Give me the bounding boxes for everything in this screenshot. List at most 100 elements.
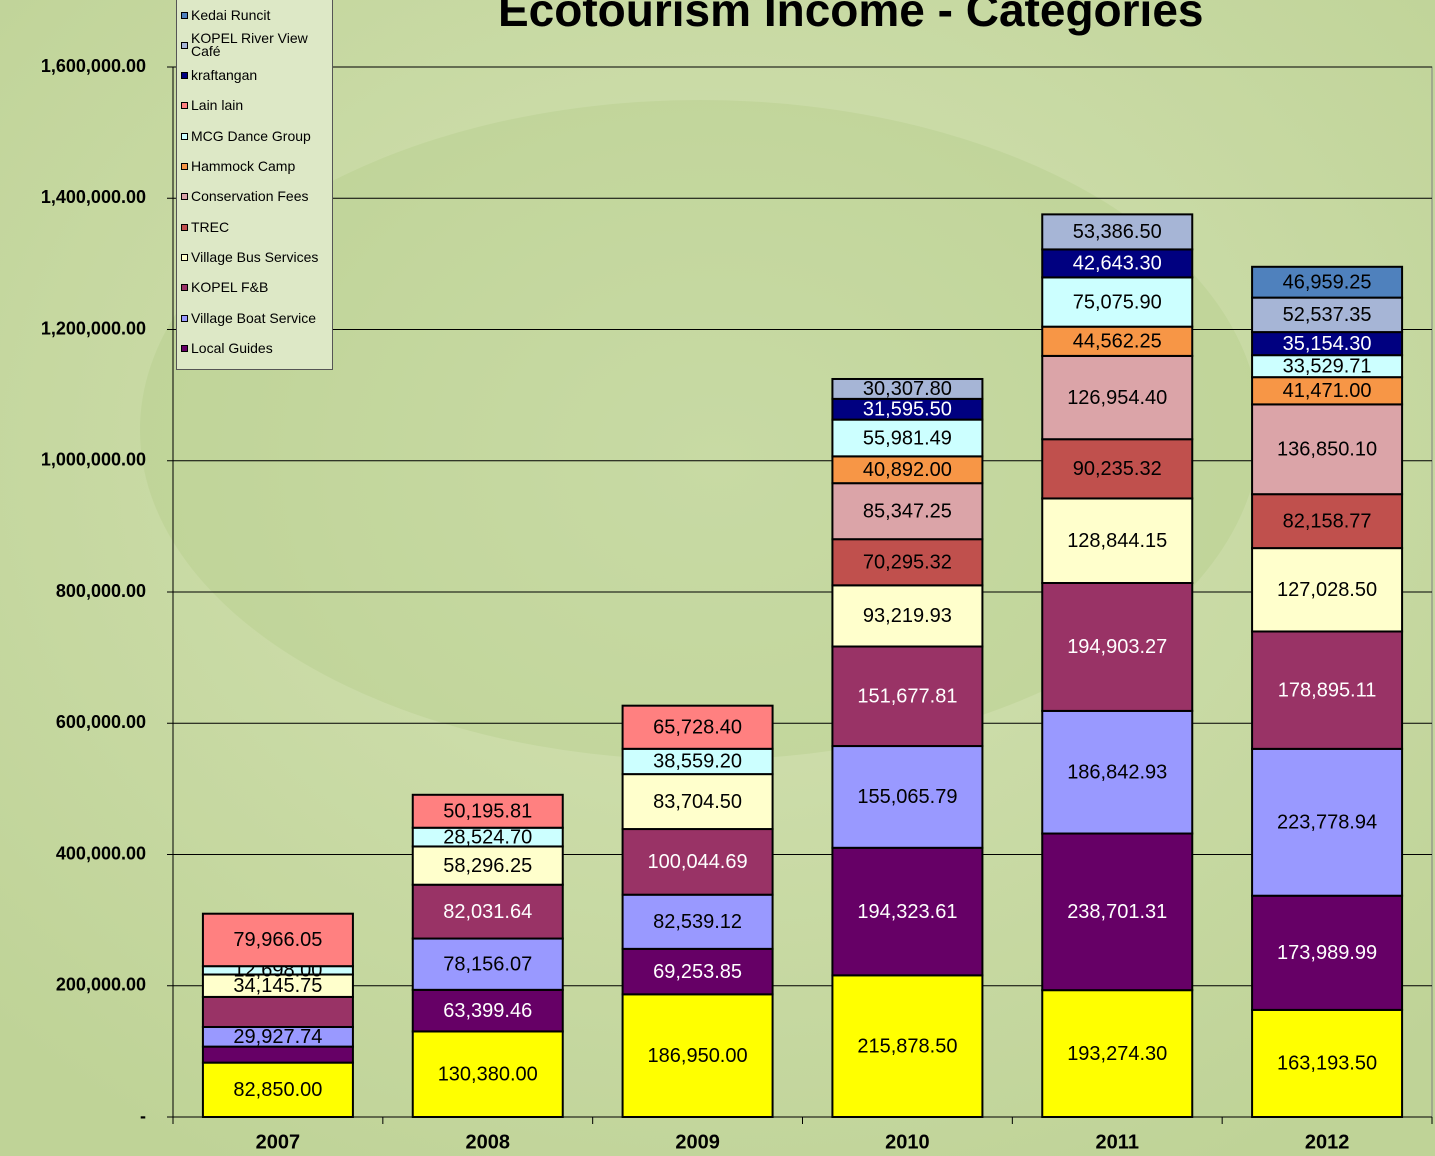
bar-segment [411, 1030, 564, 1118]
y-tick-label: 800,000.00 [56, 581, 146, 601]
legend-swatch [181, 163, 188, 170]
data-label: 151,677.81 [857, 686, 957, 708]
legend-label: TREC [191, 218, 230, 235]
y-tick-label: 1,200,000.00 [41, 318, 146, 338]
legend-entry: KOPEL River View Café [181, 30, 331, 60]
legend-entry: Village Boat Service [181, 303, 331, 333]
data-label: 41,471.00 [1283, 380, 1372, 402]
legend-label: KOPEL River View Café [191, 30, 308, 60]
legend-entry: Kedai Runcit [181, 0, 331, 30]
bar-segment [621, 704, 774, 750]
legend-entry: Lain lain [181, 91, 331, 121]
data-label: 38,559.20 [653, 751, 742, 773]
x-tick-label: 2010 [885, 1131, 930, 1153]
bar-segment [1041, 325, 1194, 357]
bars: 82,850.0029,927.7434,145.7512,698.0079,9… [201, 213, 1404, 1119]
bar-segment [411, 988, 564, 1033]
data-label: 193,274.30 [1067, 1043, 1167, 1065]
bar-segment [1251, 376, 1404, 406]
legend-label: KOPEL F&B [191, 279, 269, 296]
y-tick-label: - [140, 1106, 146, 1126]
data-label: 136,850.10 [1277, 439, 1377, 461]
bar-segment [1041, 354, 1194, 441]
bar-segment [1251, 630, 1404, 750]
data-label: 130,380.00 [438, 1064, 538, 1086]
legend-swatch [181, 253, 188, 261]
bar-segment [1041, 581, 1194, 712]
legend-entry: Village Bus Services [181, 242, 331, 272]
bar-segment [1041, 213, 1194, 251]
chart-title: Ecotourism Income - Categories [498, 0, 1204, 36]
bar-segment [621, 747, 774, 776]
y-tick-label: 1,600,000.00 [41, 56, 146, 76]
data-label: 33,529.71 [1283, 355, 1372, 377]
bar-segment [831, 377, 984, 400]
bar-segment [1251, 894, 1404, 1011]
data-label: 70,295.32 [863, 552, 952, 574]
data-label: 178,895.11 [1278, 679, 1377, 701]
data-label: 186,842.93 [1067, 761, 1167, 783]
legend: Kedai Runcit KOPEL River View Café kraftan… [176, 0, 333, 370]
bar-segment [621, 773, 774, 831]
data-label: 127,028.50 [1277, 579, 1377, 601]
legend-label: Hammock Camp [191, 158, 296, 174]
bar-segment [831, 482, 984, 541]
legend-label: Lain lain [191, 97, 244, 114]
legend-entry: MCG Dance Group [181, 121, 331, 151]
legend-swatch [181, 11, 188, 19]
legend-entry: TREC [181, 212, 331, 242]
data-label: 82,539.12 [653, 911, 742, 933]
legend-swatch [181, 132, 188, 140]
bar-segment [1251, 1008, 1404, 1118]
data-label: 163,193.50 [1277, 1053, 1377, 1075]
data-label: 82,158.77 [1283, 510, 1372, 532]
data-label: 194,903.27 [1067, 636, 1167, 658]
bar-segment [411, 937, 564, 991]
legend-entry: KOPEL F&B [181, 273, 331, 303]
x-tick-label: 2009 [675, 1131, 720, 1153]
data-label: 35,154.30 [1283, 333, 1372, 355]
bar-segment [1041, 832, 1194, 992]
data-label: 34,145.75 [233, 975, 322, 997]
data-label: 52,537.35 [1283, 304, 1372, 326]
legend-label: Kedai Runcit [191, 6, 271, 23]
data-label: 55,981.49 [863, 427, 952, 449]
y-tick-label: 200,000.00 [56, 975, 146, 995]
data-label: 215,878.50 [857, 1035, 957, 1057]
x-tick-label: 2011 [1096, 1131, 1139, 1153]
data-label: 50,195.81 [443, 801, 532, 823]
bar-segment [831, 645, 984, 748]
data-label: 186,950.00 [648, 1045, 748, 1067]
legend-swatch [181, 314, 188, 322]
data-label: 58,296.25 [443, 855, 532, 877]
data-label: 82,850.00 [233, 1079, 322, 1101]
data-label: 29,927.74 [233, 1026, 322, 1048]
bar-segment [831, 455, 984, 485]
data-label: 223,778.94 [1277, 812, 1377, 834]
legend-label: Conservation Fees [191, 188, 309, 205]
bar-segment [1251, 493, 1404, 550]
grid [172, 66, 1433, 1118]
data-label: 78,156.07 [443, 953, 532, 975]
bar-segment [1041, 438, 1194, 500]
data-label: 40,892.00 [863, 459, 952, 481]
bar-segment [1041, 497, 1194, 584]
bar-segment [831, 584, 984, 648]
bar-segment [831, 538, 984, 587]
legend-label: kraftangan [191, 67, 258, 84]
data-label: 83,704.50 [653, 791, 742, 813]
y-tick-label: 600,000.00 [56, 712, 146, 732]
y-tick-label: 400,000.00 [56, 843, 146, 863]
data-label: 30,307.80 [863, 378, 952, 400]
bar-segment [201, 995, 354, 1028]
data-label: 100,044.69 [648, 851, 748, 873]
data-label: 28,524.70 [443, 826, 532, 848]
data-label: 173,989.99 [1277, 942, 1377, 964]
data-label: 82,031.64 [443, 901, 532, 923]
legend-swatch [181, 284, 188, 292]
legend-swatch [181, 344, 188, 352]
data-label: 85,347.25 [863, 500, 952, 522]
data-label: 53,386.50 [1073, 221, 1162, 243]
data-label: 128,844.15 [1067, 530, 1167, 552]
